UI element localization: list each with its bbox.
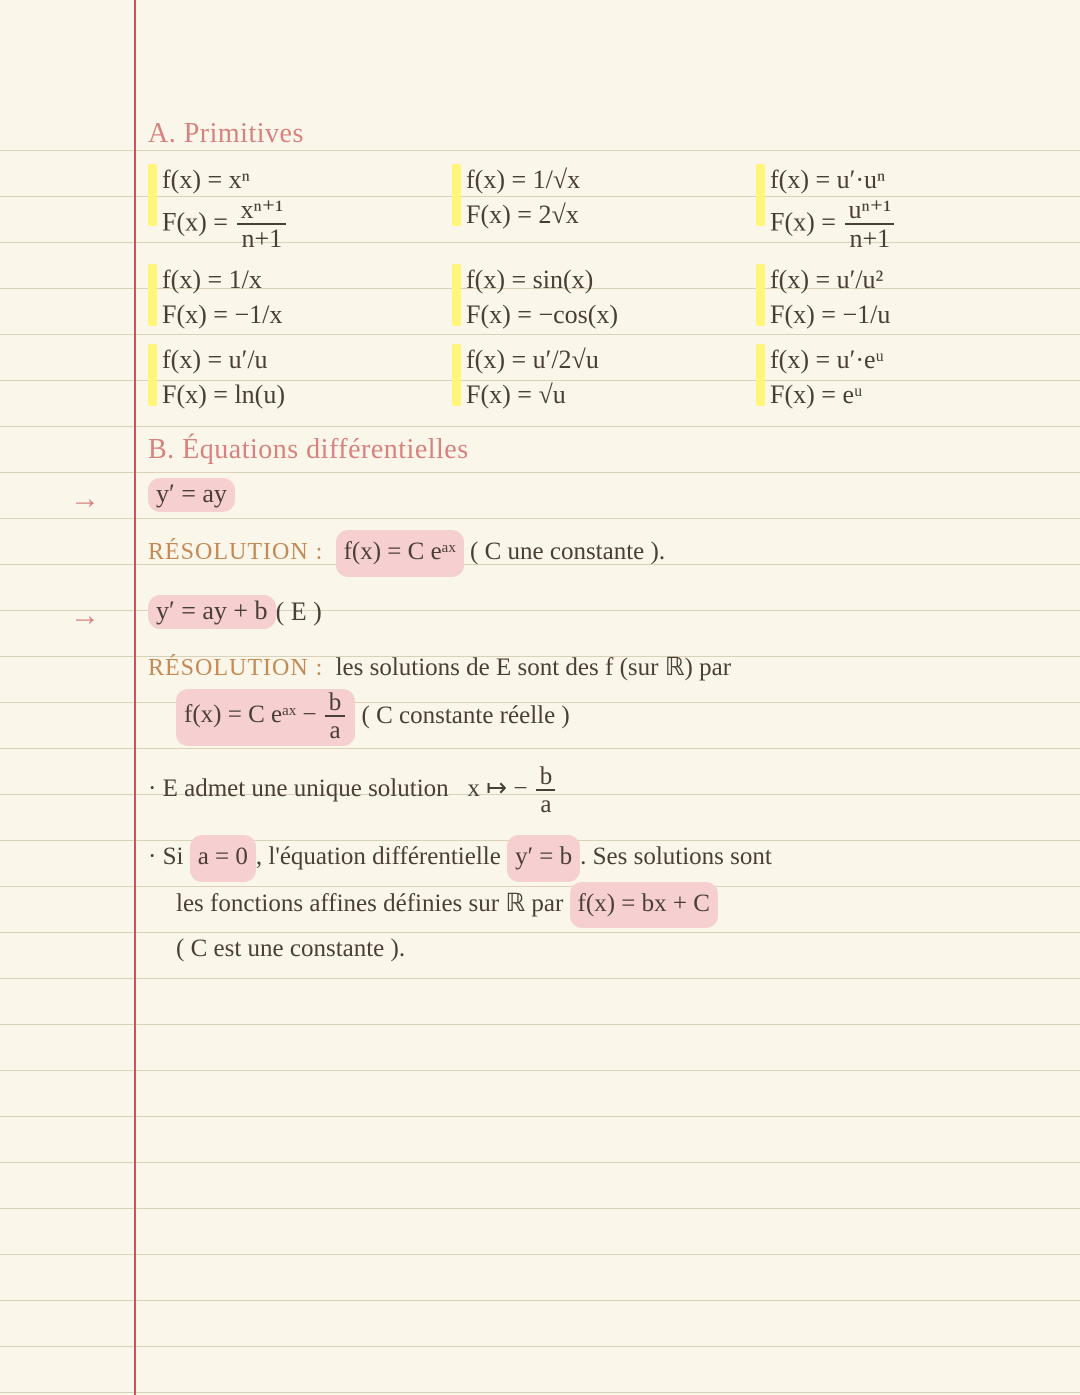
bullet-2-post1: . Ses solutions sont [580,843,772,870]
resolution-2: RÉSOLUTION : les solutions de E sont des… [148,647,1040,747]
resolution-label: RÉSOLUTION : [148,539,323,565]
arrow-icon: → [70,599,100,633]
bullet-2-mid: , l'équation différentielle [256,843,507,870]
primitive-f: f(x) = u′/u² [770,262,1040,297]
primitive-F: F(x) = 2√x [466,197,736,232]
primitive-cell: f(x) = 1/√xF(x) = 2√x [452,162,736,252]
bullet-2-hl-yb: y′ = b [507,835,580,882]
primitive-cell: f(x) = xⁿF(x) = xⁿ⁺¹n+1 [148,162,432,252]
primitive-f: f(x) = sin(x) [466,262,736,297]
primitive-F: F(x) = eᵘ [770,377,1040,412]
heading-equations: B. Équations différentielles [148,434,1040,466]
highlight-bar [452,164,461,226]
equation-1-row: → y′ = ay [148,478,1040,512]
resolution-2-intro: les solutions de E sont des f (sur ℝ) pa… [336,654,731,681]
primitive-cell: f(x) = u′/2√uF(x) = √u [452,342,736,412]
primitive-F: F(x) = −1/x [162,297,432,332]
equation-1: y′ = ay [148,478,235,512]
primitive-F: F(x) = −1/u [770,297,1040,332]
primitive-cell: f(x) = sin(x)F(x) = −cos(x) [452,262,736,332]
primitive-F: F(x) = ln(u) [162,377,432,412]
bullet-1: · E admet une unique solution x ↦ − ba [148,764,1040,817]
primitive-f: f(x) = u′·uⁿ [770,162,1040,197]
resolution-1: RÉSOLUTION : f(x) = C eᵃˣ ( C une consta… [148,530,1040,577]
primitive-f: f(x) = u′/u [162,342,432,377]
primitive-cell: f(x) = u′·uⁿF(x) = uⁿ⁺¹n+1 [756,162,1040,252]
bullet-2: · Si a = 0, l'équation différentielle y′… [148,835,1040,971]
primitive-F: F(x) = xⁿ⁺¹n+1 [162,197,432,252]
highlight-bar [148,264,157,326]
primitive-F: F(x) = √u [466,377,736,412]
equation-2-tag: ( E ) [276,597,322,627]
primitive-f: f(x) = 1/√x [466,162,736,197]
arrow-icon: → [70,482,100,516]
highlight-bar [148,344,157,406]
primitive-cell: f(x) = u′·eᵘF(x) = eᵘ [756,342,1040,412]
equation-2: y′ = ay + b [148,595,276,629]
bullet-2-hl-a0: a = 0 [190,835,256,882]
page-content: A. Primitives f(x) = xⁿF(x) = xⁿ⁺¹n+1f(x… [148,118,1040,989]
resolution-label: RÉSOLUTION : [148,655,323,681]
primitive-cell: f(x) = 1/xF(x) = −1/x [148,262,432,332]
highlight-bar [756,264,765,326]
highlight-bar [756,344,765,406]
primitive-f: f(x) = xⁿ [162,162,432,197]
equation-2-row: → y′ = ay + b ( E ) [148,595,1040,629]
primitive-f: f(x) = u′/2√u [466,342,736,377]
primitive-f: f(x) = 1/x [162,262,432,297]
bullet-2-hl-fx: f(x) = bx + C [570,882,718,929]
highlight-bar [756,164,765,226]
equation-2-solution: f(x) = C eᵃˣ − ba [176,689,355,746]
bullet-2-line2-pre: les fonctions affines définies sur ℝ par [176,890,570,917]
primitive-f: f(x) = u′·eᵘ [770,342,1040,377]
highlight-bar [452,344,461,406]
bullet-2-pre: · Si [148,843,190,870]
primitive-F: F(x) = uⁿ⁺¹n+1 [770,197,1040,252]
primitive-cell: f(x) = u′/u²F(x) = −1/u [756,262,1040,332]
bullet-2-line3: ( C est une constante ). [176,935,405,962]
margin-line [134,0,136,1395]
equation-1-solution: f(x) = C eᵃˣ [336,530,464,577]
highlight-bar [452,264,461,326]
heading-primitives: A. Primitives [148,118,1040,150]
highlight-bar [148,164,157,226]
equation-2-solution-rest: ( C constante réelle ) [362,702,570,729]
primitive-F: F(x) = −cos(x) [466,297,736,332]
primitives-grid: f(x) = xⁿF(x) = xⁿ⁺¹n+1f(x) = 1/√xF(x) =… [148,162,1040,412]
primitive-cell: f(x) = u′/uF(x) = ln(u) [148,342,432,412]
equation-1-solution-rest: ( C une constante ). [470,538,665,565]
